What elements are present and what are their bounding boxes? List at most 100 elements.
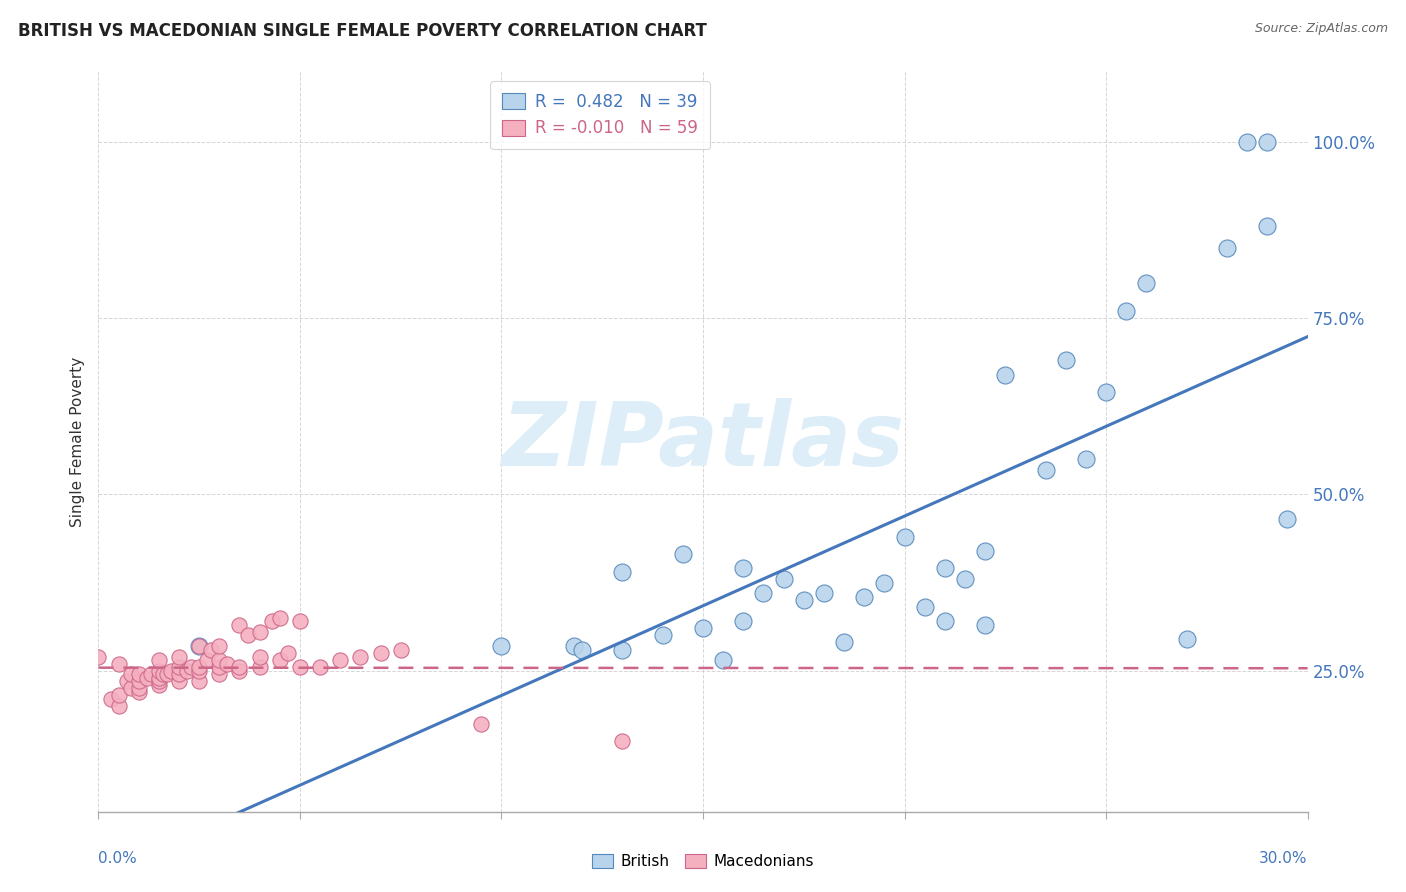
- Point: [1256, 135, 1278, 149]
- Point: [139, 667, 162, 681]
- Point: [188, 674, 211, 689]
- Point: [120, 681, 142, 696]
- Point: [128, 685, 150, 699]
- Point: [217, 657, 239, 671]
- Point: [711, 653, 734, 667]
- Point: [692, 621, 714, 635]
- Point: [1135, 276, 1157, 290]
- Point: [772, 572, 794, 586]
- Point: [195, 653, 218, 667]
- Point: [1054, 353, 1077, 368]
- Point: [813, 586, 835, 600]
- Point: [156, 667, 179, 681]
- Point: [974, 618, 997, 632]
- Point: [188, 660, 211, 674]
- Point: [612, 642, 634, 657]
- Text: BRITISH VS MACEDONIAN SINGLE FEMALE POVERTY CORRELATION CHART: BRITISH VS MACEDONIAN SINGLE FEMALE POVE…: [18, 22, 707, 40]
- Point: [148, 674, 170, 689]
- Point: [107, 689, 129, 703]
- Point: [974, 544, 997, 558]
- Point: [188, 639, 211, 653]
- Text: 30.0%: 30.0%: [1260, 851, 1308, 865]
- Point: [793, 593, 815, 607]
- Point: [148, 653, 170, 667]
- Point: [167, 649, 190, 664]
- Point: [752, 586, 775, 600]
- Point: [1236, 135, 1258, 149]
- Legend: British, Macedonians: British, Macedonians: [585, 847, 821, 875]
- Point: [612, 565, 634, 579]
- Point: [1074, 452, 1097, 467]
- Point: [208, 653, 231, 667]
- Point: [188, 664, 211, 678]
- Point: [309, 660, 332, 674]
- Point: [228, 660, 250, 674]
- Point: [288, 615, 311, 629]
- Point: [934, 615, 956, 629]
- Point: [953, 572, 976, 586]
- Point: [228, 618, 250, 632]
- Legend: R =  0.482   N = 39, R = -0.010   N = 59: R = 0.482 N = 39, R = -0.010 N = 59: [491, 81, 710, 149]
- Point: [249, 660, 271, 674]
- Point: [651, 628, 673, 642]
- Point: [208, 667, 231, 681]
- Point: [994, 368, 1017, 382]
- Point: [562, 639, 585, 653]
- Point: [208, 639, 231, 653]
- Point: [733, 615, 755, 629]
- Point: [349, 649, 371, 664]
- Point: [128, 674, 150, 689]
- Text: 0.0%: 0.0%: [98, 851, 138, 865]
- Point: [389, 642, 412, 657]
- Point: [148, 664, 170, 678]
- Text: Source: ZipAtlas.com: Source: ZipAtlas.com: [1254, 22, 1388, 36]
- Point: [1175, 632, 1198, 646]
- Point: [115, 674, 138, 689]
- Point: [1256, 219, 1278, 234]
- Point: [160, 664, 183, 678]
- Point: [167, 674, 190, 689]
- Point: [914, 600, 936, 615]
- Point: [260, 615, 283, 629]
- Point: [672, 547, 695, 561]
- Point: [176, 664, 198, 678]
- Point: [148, 678, 170, 692]
- Point: [1115, 304, 1137, 318]
- Text: ZIPatlas: ZIPatlas: [502, 398, 904, 485]
- Point: [329, 653, 352, 667]
- Point: [269, 611, 291, 625]
- Point: [934, 561, 956, 575]
- Point: [188, 639, 211, 653]
- Point: [100, 692, 122, 706]
- Point: [152, 667, 174, 681]
- Point: [120, 667, 142, 681]
- Point: [180, 660, 202, 674]
- Point: [832, 635, 855, 649]
- Y-axis label: Single Female Poverty: Single Female Poverty: [70, 357, 86, 526]
- Point: [470, 716, 492, 731]
- Point: [200, 642, 222, 657]
- Point: [128, 681, 150, 696]
- Point: [107, 657, 129, 671]
- Point: [148, 671, 170, 685]
- Point: [288, 660, 311, 674]
- Point: [733, 561, 755, 575]
- Point: [236, 628, 259, 642]
- Point: [107, 698, 129, 713]
- Point: [167, 660, 190, 674]
- Point: [1035, 463, 1057, 477]
- Point: [249, 624, 271, 639]
- Point: [249, 649, 271, 664]
- Point: [853, 590, 876, 604]
- Point: [370, 646, 392, 660]
- Point: [893, 530, 915, 544]
- Point: [167, 667, 190, 681]
- Point: [873, 575, 896, 590]
- Point: [612, 734, 634, 748]
- Point: [208, 660, 231, 674]
- Point: [1277, 512, 1299, 526]
- Point: [135, 671, 157, 685]
- Point: [491, 639, 513, 653]
- Point: [571, 642, 593, 657]
- Point: [269, 653, 291, 667]
